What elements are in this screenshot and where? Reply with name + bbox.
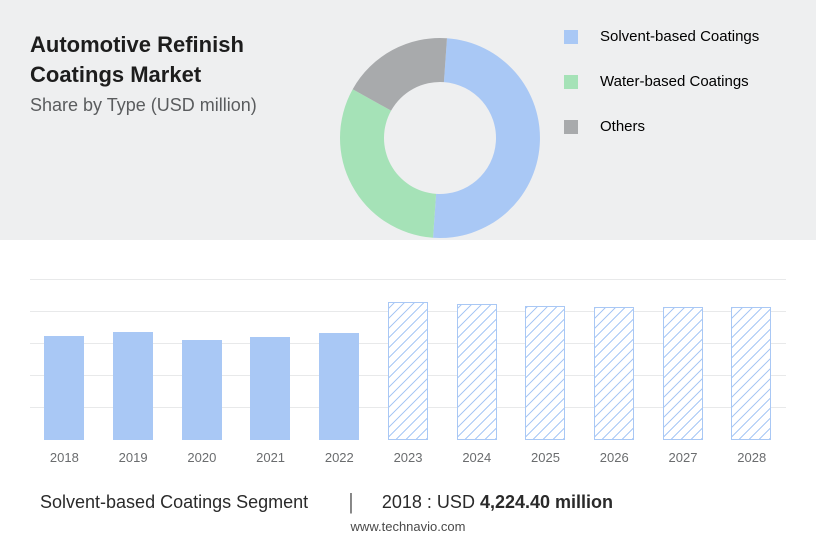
title-block: Automotive Refinish Coatings Market Shar… — [30, 28, 330, 116]
donut-svg — [330, 28, 550, 248]
legend-item: Water-based Coatings — [564, 73, 800, 90]
bar-2023 — [388, 302, 428, 440]
chart-subtitle: Share by Type (USD million) — [30, 95, 330, 116]
source-url: www.technavio.com — [0, 519, 816, 534]
x-tick: 2024 — [442, 450, 511, 465]
bar-2028 — [731, 307, 771, 440]
x-tick: 2028 — [717, 450, 786, 465]
segment-label: Solvent-based Coatings Segment — [40, 492, 308, 513]
legend-label: Solvent-based Coatings — [600, 28, 759, 45]
x-tick: 2023 — [374, 450, 443, 465]
bar-2025 — [525, 306, 565, 440]
bar-x-axis: 2018201920202021202220232024202520262027… — [30, 450, 786, 465]
legend: Solvent-based Coatings Water-based Coati… — [550, 28, 800, 163]
legend-label: Water-based Coatings — [600, 73, 749, 90]
bar-2022 — [319, 333, 359, 440]
bar-2027 — [663, 307, 703, 440]
bar-2018 — [44, 336, 84, 440]
donut-slice — [340, 89, 436, 238]
x-tick: 2026 — [580, 450, 649, 465]
x-tick: 2018 — [30, 450, 99, 465]
bar-chart: 2018201920202021202220232024202520262027… — [0, 240, 816, 465]
donut-slice — [433, 38, 540, 238]
legend-item: Others — [564, 118, 800, 135]
footer-year-usd: 2018 : USD — [382, 492, 475, 513]
legend-swatch — [564, 75, 578, 89]
footer-amount: 4,224.40 million — [480, 492, 613, 513]
legend-swatch — [564, 30, 578, 44]
bar-2020 — [182, 340, 222, 440]
legend-label: Others — [600, 118, 645, 135]
bar-2026 — [594, 307, 634, 440]
x-tick: 2025 — [511, 450, 580, 465]
chart-title: Automotive Refinish Coatings Market — [30, 30, 330, 89]
legend-swatch — [564, 120, 578, 134]
x-tick: 2021 — [236, 450, 305, 465]
bar-plot-area — [30, 270, 786, 440]
x-tick: 2019 — [99, 450, 168, 465]
x-tick: 2020 — [167, 450, 236, 465]
footer-divider: | — [348, 489, 354, 515]
legend-item: Solvent-based Coatings — [564, 28, 800, 45]
donut-chart — [330, 28, 550, 248]
top-panel: Automotive Refinish Coatings Market Shar… — [0, 0, 816, 240]
footer-line: Solvent-based Coatings Segment | 2018 : … — [0, 465, 816, 515]
x-tick: 2022 — [305, 450, 374, 465]
bar-2021 — [250, 337, 290, 440]
grid-line — [30, 279, 786, 280]
bar-2019 — [113, 332, 153, 440]
bar-2024 — [457, 304, 497, 440]
x-tick: 2027 — [649, 450, 718, 465]
